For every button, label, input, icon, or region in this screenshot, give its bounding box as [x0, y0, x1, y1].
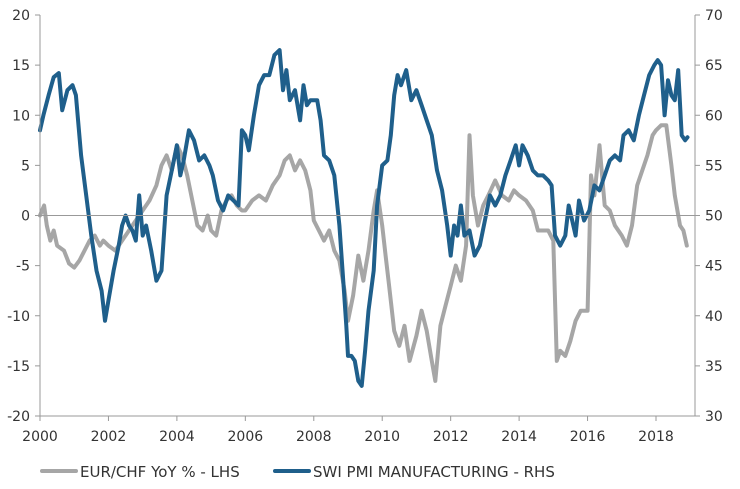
legend-label-eurchf: EUR/CHF YoY % - LHS [80, 463, 240, 481]
y-left-tick-label: -20 [7, 409, 30, 425]
y-left-tick-label: 20 [12, 8, 30, 24]
y-left-tick-label: 10 [12, 108, 30, 124]
y-right-tick-label: 35 [705, 359, 723, 375]
y-right-tick-label: 30 [705, 409, 723, 425]
x-tick-label: 2002 [91, 429, 127, 445]
ticks: -20 -15 -10 -5 0 5 10 15 20 30 35 40 45 50 55 60 65 70 200… [7, 8, 723, 445]
x-tick-label: 2012 [433, 429, 469, 445]
y-right-tick-label: 70 [705, 8, 723, 24]
x-tick-label: 2010 [364, 429, 400, 445]
y-left-tick-label: -15 [7, 359, 30, 375]
y-right-tick-label: 40 [705, 309, 723, 325]
y-right-tick-label: 60 [705, 108, 723, 124]
y-right-tick-label: 65 [705, 58, 723, 74]
y-right-tick-label: 45 [705, 259, 723, 275]
x-tick-label: 2000 [22, 429, 58, 445]
series-line-swi-pmi [38, 48, 690, 388]
x-tick-label: 2016 [570, 429, 606, 445]
x-tick-label: 2008 [296, 429, 332, 445]
legend: EUR/CHF YoY % - LHS SWI PMI MANUFACTURIN… [40, 463, 555, 481]
x-tick-label: 2006 [228, 429, 264, 445]
series-line-eurchf [38, 123, 689, 383]
y-right-tick-label: 50 [705, 209, 723, 225]
legend-label-swi-pmi: SWI PMI MANUFACTURING - RHS [313, 463, 555, 481]
legend-item-eurchf: EUR/CHF YoY % - LHS [40, 463, 240, 481]
y-right-tick-label: 55 [705, 158, 723, 174]
y-left-tick-label: -5 [16, 259, 30, 275]
y-left-tick-label: 5 [21, 158, 30, 174]
y-left-tick-label: 15 [12, 58, 30, 74]
x-tick-label: 2004 [159, 429, 195, 445]
y-left-tick-label: -10 [7, 309, 30, 325]
y-left-tick-label: 0 [21, 209, 30, 225]
x-tick-label: 2014 [501, 429, 537, 445]
legend-item-swi-pmi: SWI PMI MANUFACTURING - RHS [273, 463, 555, 481]
x-tick-label: 2018 [638, 429, 674, 445]
plot-area [38, 48, 690, 388]
